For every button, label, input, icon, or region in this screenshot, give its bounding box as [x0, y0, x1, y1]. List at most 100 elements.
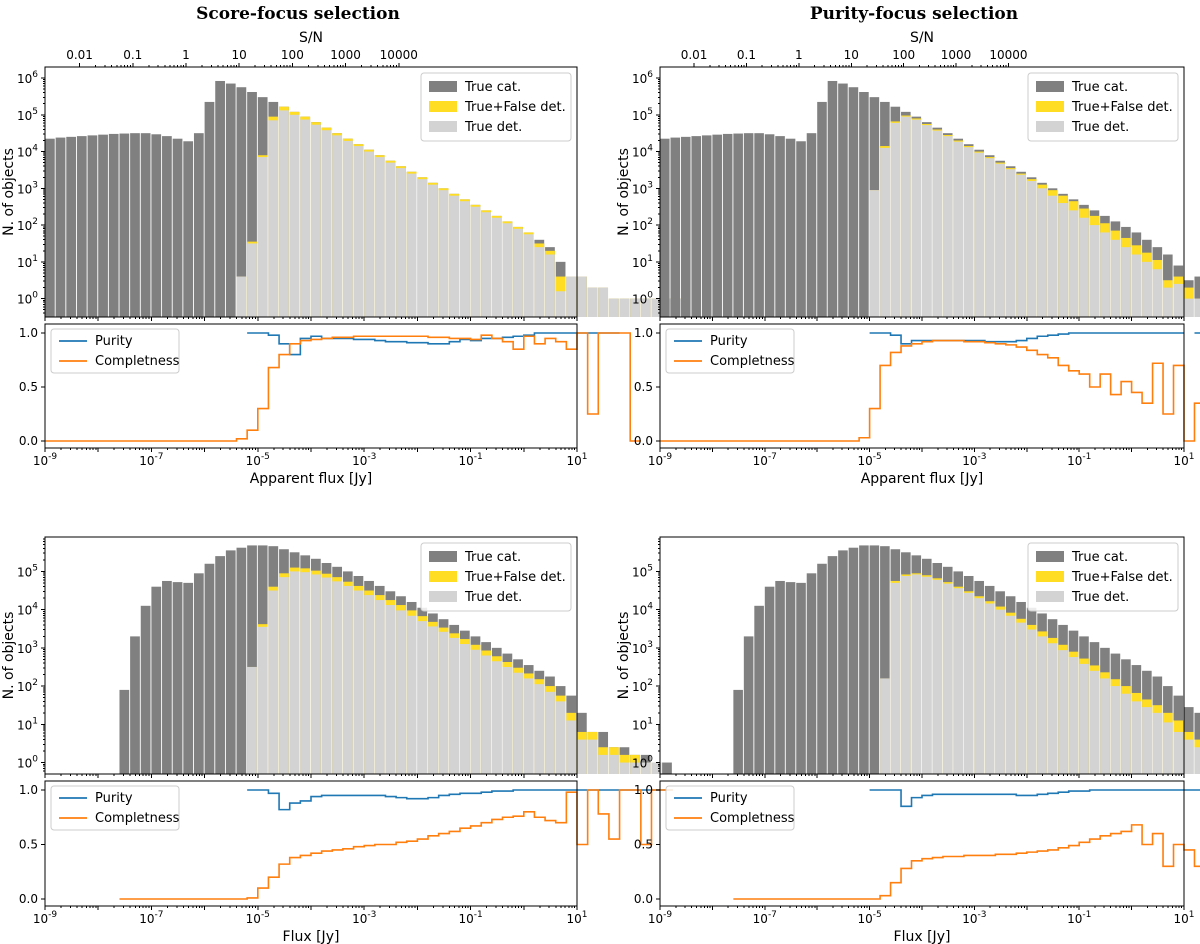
bar-true-det	[268, 120, 279, 317]
bar-true-det	[545, 254, 555, 317]
y-tick-label: 102	[632, 217, 653, 233]
bar-true-det	[587, 739, 598, 774]
bar-true-cat	[1194, 276, 1200, 317]
bar-true-det	[608, 754, 619, 774]
legend-swatch	[429, 551, 457, 562]
legend-label: True det.	[1071, 120, 1129, 135]
x-tick-label: 101	[1173, 910, 1194, 926]
x-tick-label: 10-5	[246, 910, 270, 926]
legend-box	[420, 542, 572, 612]
bar-true-det	[598, 754, 609, 774]
bar-true-det	[438, 631, 449, 774]
bar-true-det	[922, 576, 932, 774]
legend-box	[1027, 542, 1179, 612]
bar-true-det	[1163, 287, 1173, 317]
bar-true-det	[1184, 298, 1194, 317]
purity-legend-label: Purity	[710, 791, 748, 806]
bar-true-det	[470, 649, 481, 774]
bar-true-det	[640, 298, 651, 317]
purity-line	[247, 332, 620, 356]
completeness-legend-label: Completness	[710, 811, 795, 826]
legend-swatch	[429, 121, 457, 132]
bar-true-cat	[827, 556, 838, 774]
legend-swatch	[1036, 121, 1064, 132]
bar-true-det	[1079, 663, 1089, 774]
bar-true-cat	[204, 101, 215, 317]
legend-label: True cat.	[1071, 550, 1128, 565]
bar-true-cat	[204, 563, 215, 774]
legend-swatch	[429, 81, 457, 92]
bar-true-det	[995, 163, 1005, 317]
x-tick-label: 10-7	[139, 452, 163, 468]
legend-swatch	[1036, 551, 1064, 562]
x-tick-label: 101	[566, 910, 587, 926]
bar-true-det	[289, 571, 300, 774]
bar-true-cat	[806, 133, 817, 317]
x-tick-label: 10-1	[458, 452, 482, 468]
bar-true-det	[311, 574, 321, 774]
bar-true-det	[953, 141, 964, 317]
sn-tick-label: 1	[182, 48, 190, 62]
bar-true-det	[311, 124, 321, 318]
bar-true-det	[598, 287, 609, 317]
y-tick-label: 105	[632, 563, 653, 579]
completeness-legend-label: Completness	[95, 354, 180, 369]
y-axis-label: N. of objects	[1, 612, 17, 700]
bar-true-det	[342, 140, 353, 317]
bar-true-det	[406, 173, 417, 317]
y-tick-label: 103	[17, 640, 38, 656]
bar-true-det	[364, 595, 374, 774]
purity-line	[869, 332, 1200, 345]
bar-true-det	[364, 151, 374, 317]
sn-tick-label: 1	[795, 48, 803, 62]
sn-tick-label: 0.1	[737, 48, 756, 62]
bar-true-det	[619, 298, 630, 317]
bar-true-det	[374, 157, 385, 317]
sn-axis-label: S/N	[910, 30, 934, 46]
bar-true-cat	[838, 83, 848, 317]
bar-true-det	[555, 291, 566, 317]
bar-true-det	[640, 762, 651, 774]
sn-tick-label: 1000	[941, 48, 972, 62]
y-tick-label: 104	[17, 602, 38, 618]
bar-true-cat	[796, 141, 806, 317]
bar-true-det	[279, 110, 289, 317]
y-tick-label: 104	[17, 144, 38, 160]
sn-tick-label: 0.01	[681, 48, 708, 62]
y-tick-label: 102	[17, 678, 38, 694]
x-tick-label: 10-7	[139, 910, 163, 926]
bar-true-det	[1047, 643, 1058, 774]
bar-true-cat	[55, 137, 66, 317]
bar-true-det	[257, 157, 268, 317]
bar-true-det	[332, 581, 343, 774]
bar-true-det	[974, 152, 984, 317]
bar-true-det	[321, 130, 332, 317]
bar-true-cat	[151, 586, 162, 774]
title-score-focus: Score-focus selection	[196, 4, 400, 24]
bar-true-cat	[785, 582, 796, 774]
x-tick-label: 10-9	[33, 910, 58, 926]
bar-true-det	[630, 762, 640, 774]
bar-true-cat	[151, 134, 162, 317]
bar-true-det	[942, 583, 953, 774]
y-tick-label: 103	[632, 640, 653, 656]
x-axis-label: Flux [Jy]	[283, 929, 340, 944]
bar-true-det	[1173, 283, 1184, 317]
bar-true-det	[534, 247, 545, 317]
y-tick-label: 104	[632, 144, 653, 160]
y-tick-label: 100	[17, 291, 38, 307]
x-tick-label: 10-1	[1067, 910, 1091, 926]
legend-label: True+False det.	[1071, 100, 1173, 115]
bar-true-det	[984, 603, 995, 774]
bar-true-det	[1068, 657, 1079, 774]
y-tick-label: 106	[17, 70, 38, 86]
bar-true-cat	[733, 689, 743, 774]
bar-true-det	[1089, 670, 1100, 774]
x-tick-label: 10-5	[857, 452, 881, 468]
bar-true-det	[630, 298, 640, 317]
bar-true-cat	[193, 133, 204, 317]
y-tick-label: 105	[17, 563, 38, 579]
bar-true-cat	[827, 80, 838, 318]
legend-swatch	[429, 591, 457, 602]
